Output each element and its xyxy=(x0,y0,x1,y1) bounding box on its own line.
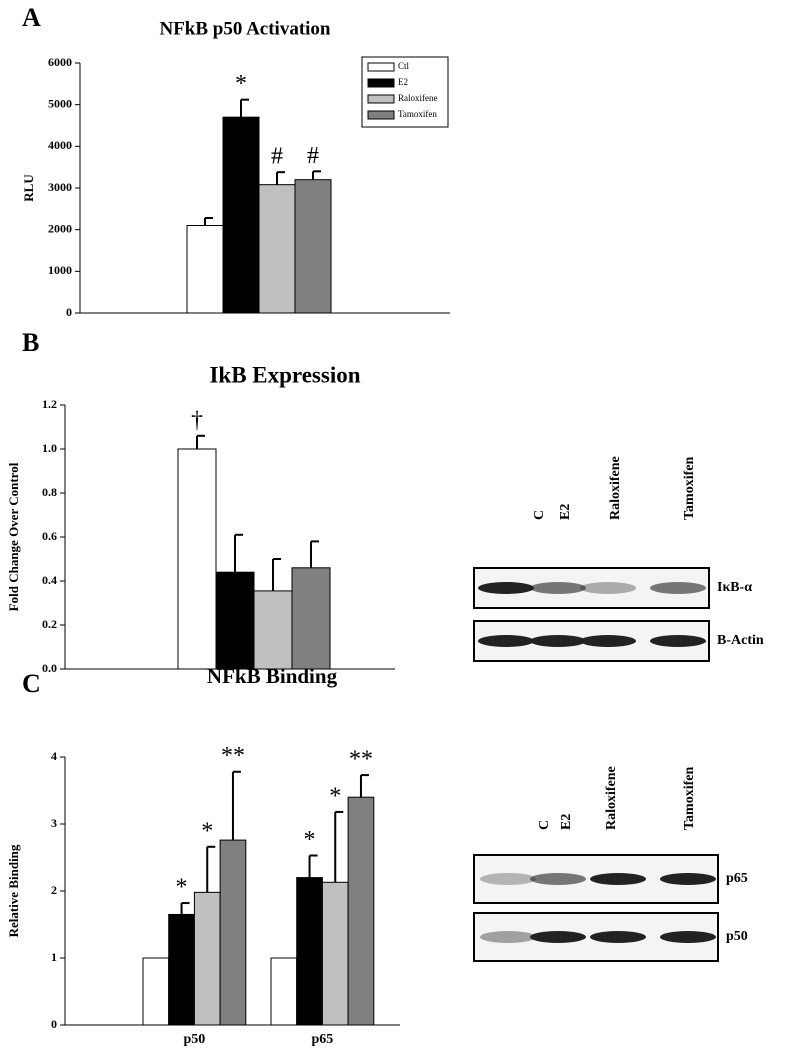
bar xyxy=(215,571,255,670)
blot-band xyxy=(530,873,586,885)
blot-band xyxy=(660,931,716,943)
lane-label: Tamoxifen xyxy=(682,767,697,830)
x-tick-label: p50 xyxy=(184,1032,206,1047)
y-tick-label: 1.2 xyxy=(42,397,57,411)
row-label: p65 xyxy=(726,871,748,886)
blot-band xyxy=(580,635,636,647)
annotation: * xyxy=(304,827,316,853)
bar xyxy=(142,957,170,1026)
bar xyxy=(258,184,296,314)
annotation: # xyxy=(271,144,283,170)
lane-label: E2 xyxy=(559,814,574,830)
row-label: IκB-α xyxy=(717,580,752,595)
chart-title: NFkB p50 Activation xyxy=(159,18,330,39)
blot-band xyxy=(650,582,706,594)
legend-label: Tamoxifen xyxy=(398,109,437,119)
y-axis-label: Relative Binding xyxy=(6,844,21,937)
blot-band xyxy=(530,931,586,943)
legend-label: Raloxifene xyxy=(398,93,438,103)
y-tick-label: 1000 xyxy=(48,263,72,277)
blot-band xyxy=(480,931,536,943)
bar xyxy=(296,877,323,1026)
y-axis-label: RLU xyxy=(21,174,36,202)
legend-label: E2 xyxy=(398,77,408,87)
legend-swatch xyxy=(367,62,395,72)
panel-label: A xyxy=(22,3,41,32)
lane-label: Raloxifene xyxy=(608,456,623,520)
annotation: ** xyxy=(221,743,245,769)
bar xyxy=(219,839,247,1026)
legend-swatch xyxy=(367,110,395,120)
blot-band xyxy=(590,931,646,943)
bar xyxy=(321,881,349,1026)
bar xyxy=(270,957,298,1026)
y-tick-label: 0 xyxy=(51,1017,57,1031)
y-tick-label: 3 xyxy=(51,816,57,830)
lane-label: Raloxifene xyxy=(604,766,619,830)
blot-band xyxy=(480,873,536,885)
y-tick-label: 2 xyxy=(51,883,57,897)
y-tick-label: 4 xyxy=(51,749,57,763)
annotation: * xyxy=(201,818,213,844)
annotation: * xyxy=(176,875,188,901)
panel-label: B xyxy=(22,328,39,357)
bar xyxy=(294,179,332,314)
annotation: * xyxy=(329,783,341,809)
y-tick-label: 0.8 xyxy=(42,485,57,499)
row-label: B-Actin xyxy=(717,633,764,648)
lane-label: E2 xyxy=(558,504,573,520)
lane-label: C xyxy=(537,820,552,830)
blot-band xyxy=(530,582,586,594)
y-tick-label: 0 xyxy=(66,305,72,319)
bar xyxy=(193,891,221,1026)
chart-title: NFkB Binding xyxy=(207,664,338,688)
y-tick-label: 0.4 xyxy=(42,573,57,587)
panel-label: C xyxy=(22,669,41,698)
legend-swatch xyxy=(367,94,395,104)
legend-label: Ctl xyxy=(398,61,410,71)
x-tick-label: p65 xyxy=(312,1032,334,1047)
blot-band xyxy=(530,635,586,647)
blot-band xyxy=(650,635,706,647)
y-tick-label: 6000 xyxy=(48,55,72,69)
blot-band xyxy=(590,873,646,885)
annotation: * xyxy=(235,71,247,97)
y-tick-label: 2000 xyxy=(48,221,72,235)
annotation: † xyxy=(191,407,203,433)
blot-band xyxy=(478,635,534,647)
y-axis-label: Fold Change Over Control xyxy=(6,462,21,611)
chart-title: IkB Expression xyxy=(209,362,360,387)
y-tick-label: 3000 xyxy=(48,180,72,194)
bar xyxy=(291,567,331,670)
y-tick-label: 5000 xyxy=(48,96,72,110)
annotation: # xyxy=(307,143,319,169)
y-tick-label: 4000 xyxy=(48,138,72,152)
y-tick-label: 0.2 xyxy=(42,617,57,631)
bar xyxy=(347,796,375,1026)
y-tick-label: 1 xyxy=(51,950,57,964)
y-tick-label: 0.6 xyxy=(42,529,57,543)
lane-label: C xyxy=(532,510,547,520)
bar xyxy=(222,116,260,314)
legend-swatch xyxy=(367,78,395,88)
blot-band xyxy=(478,582,534,594)
blot-band xyxy=(660,873,716,885)
bar xyxy=(177,448,217,670)
bar xyxy=(168,913,195,1026)
lane-label: Tamoxifen xyxy=(682,457,697,520)
bar xyxy=(253,590,293,670)
y-tick-label: 0.0 xyxy=(42,661,57,675)
bar xyxy=(186,225,224,314)
blot-band xyxy=(580,582,636,594)
row-label: p50 xyxy=(726,929,748,944)
annotation: ** xyxy=(349,747,373,773)
y-tick-label: 1.0 xyxy=(42,441,57,455)
